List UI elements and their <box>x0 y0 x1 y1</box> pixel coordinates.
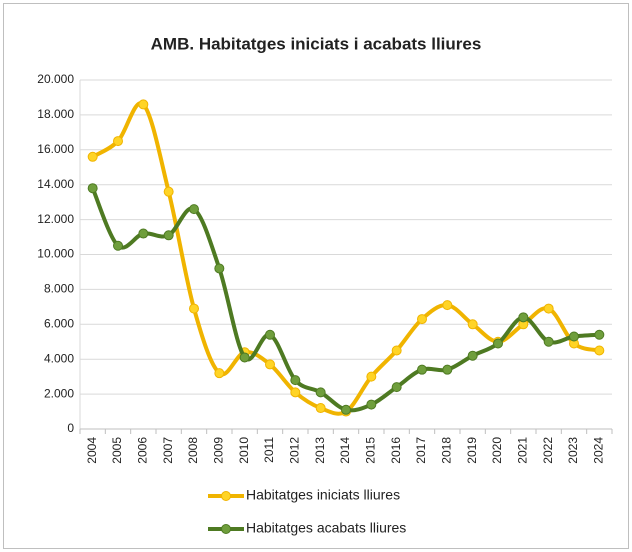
x-tick-label: 2021 <box>516 437 530 464</box>
marker <box>163 186 174 197</box>
legend-label: Habitatges iniciats lliures <box>246 487 400 503</box>
marker <box>163 230 174 241</box>
x-tick-label: 2022 <box>541 437 555 464</box>
marker <box>493 338 503 349</box>
marker <box>214 368 225 379</box>
marker <box>138 99 149 110</box>
marker <box>87 151 98 162</box>
y-tick-label: 16.000 <box>37 142 74 156</box>
marker <box>239 352 250 363</box>
x-tick-label: 2018 <box>440 437 454 464</box>
x-tick-label: 2020 <box>490 437 504 464</box>
x-tick-label: 2005 <box>110 437 124 464</box>
marker <box>442 364 453 375</box>
marker <box>138 228 149 239</box>
x-tick-label: 2004 <box>85 437 99 464</box>
marker <box>594 345 605 356</box>
chart-border <box>3 3 629 549</box>
marker <box>518 312 529 323</box>
marker <box>543 303 554 314</box>
marker <box>366 371 377 382</box>
marker <box>543 336 554 347</box>
marker <box>594 329 605 340</box>
marker <box>442 300 453 311</box>
y-tick-label: 2.000 <box>44 386 74 400</box>
y-tick-label: 10.000 <box>37 247 74 261</box>
x-tick-label: 2019 <box>465 437 479 464</box>
marker <box>265 329 275 340</box>
series-line <box>91 101 600 416</box>
y-tick-label: 20.000 <box>37 72 74 86</box>
x-tick-label: 2007 <box>161 437 175 464</box>
y-tick-label: 14.000 <box>37 177 74 191</box>
marker <box>417 314 427 325</box>
marker <box>290 387 301 398</box>
y-tick-label: 12.000 <box>37 212 74 226</box>
x-tick-label: 2017 <box>414 437 428 464</box>
x-tick-label: 2010 <box>237 437 251 464</box>
x-tick-label: 2012 <box>288 437 302 464</box>
marker <box>315 403 326 414</box>
marker <box>366 399 377 410</box>
y-tick-label: 18.000 <box>37 107 74 121</box>
marker <box>341 404 351 415</box>
x-tick-label: 2013 <box>313 437 327 464</box>
marker <box>391 382 402 393</box>
y-tick-label: 6.000 <box>44 316 74 330</box>
marker <box>189 303 199 314</box>
x-tick-label: 2008 <box>186 437 200 464</box>
chart-title: AMB. Habitatges iniciats i acabats lliur… <box>151 34 482 53</box>
marker <box>113 240 123 251</box>
marker <box>417 364 427 375</box>
marker <box>113 136 123 147</box>
marker <box>569 331 579 342</box>
x-tick-label: 2015 <box>364 437 378 464</box>
x-tick-label: 2024 <box>592 437 606 464</box>
legend-label: Habitatges acabats lliures <box>246 520 406 536</box>
legend-marker <box>221 524 231 534</box>
marker <box>214 263 225 274</box>
y-tick-label: 0 <box>67 421 74 435</box>
x-tick-label: 2009 <box>212 437 226 464</box>
x-tick-label: 2006 <box>136 437 150 464</box>
marker <box>467 350 478 361</box>
marker <box>87 183 98 194</box>
x-tick-label: 2023 <box>566 437 580 464</box>
marker <box>391 345 402 356</box>
x-tick-label: 2016 <box>389 437 403 464</box>
marker <box>290 375 301 386</box>
x-tick-label: 2011 <box>262 437 276 463</box>
legend-marker <box>221 491 231 501</box>
marker <box>265 359 275 370</box>
marker <box>467 319 478 330</box>
y-tick-label: 4.000 <box>44 351 74 365</box>
marker <box>315 387 326 398</box>
y-tick-label: 8.000 <box>44 282 74 296</box>
marker <box>189 204 199 215</box>
x-tick-label: 2014 <box>338 437 352 464</box>
